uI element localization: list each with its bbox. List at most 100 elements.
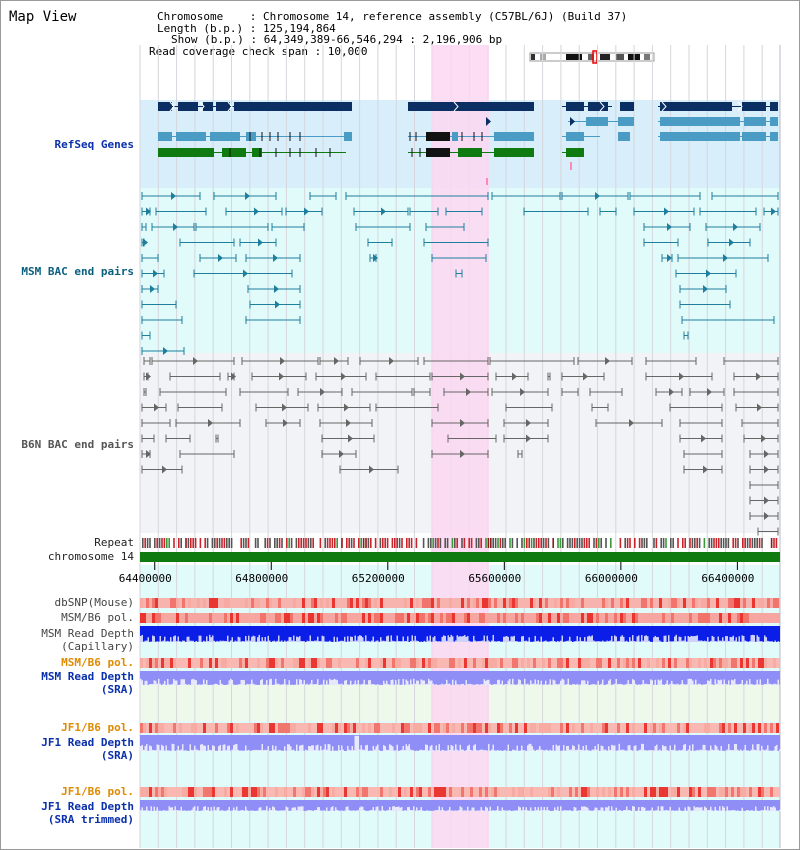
- depth-gap: [710, 640, 712, 642]
- b6n-bac-pair: [141, 450, 151, 458]
- depth-gap: [492, 684, 494, 685]
- track-label-msm-bac[interactable]: MSM BAC end pairs: [21, 265, 134, 278]
- chromosome-14-bar[interactable]: [140, 552, 780, 562]
- depth-gap: [629, 683, 631, 685]
- depth-gap: [767, 640, 769, 642]
- depth-gap: [632, 806, 634, 811]
- heat-cell: [743, 658, 746, 668]
- depth-gap: [194, 806, 196, 811]
- depth-gap: [740, 683, 742, 685]
- selected-region-highlight[interactable]: [431, 45, 489, 848]
- heat-cell: [734, 598, 737, 608]
- strand-arrow: [199, 101, 205, 112]
- track-label-b6n-bac[interactable]: B6N BAC end pairs: [21, 438, 134, 451]
- depth-gap: [515, 750, 517, 751]
- heat-cell: [434, 658, 437, 668]
- track-label-jf1-b6-pol-1[interactable]: JF1/B6 pol.: [61, 721, 134, 734]
- track-label-msm-b6-pol-1[interactable]: MSM/B6 pol.: [61, 611, 134, 624]
- depth-gap: [257, 637, 259, 642]
- depth-gap: [357, 735, 359, 751]
- track-label-msm-read-depth-cap[interactable]: MSM Read Depth (Capillary): [41, 627, 134, 653]
- depth-gap: [308, 641, 310, 642]
- heat-cell: [632, 658, 635, 668]
- repeat-element: [302, 538, 305, 548]
- gene-exon: [742, 102, 766, 111]
- heat-cell: [368, 658, 371, 668]
- b6n-bac-pair: [297, 388, 343, 396]
- heat-tracks[interactable]: [140, 598, 781, 811]
- heat-cell: [626, 787, 629, 797]
- depth-gap: [539, 810, 541, 811]
- depth-gap: [560, 806, 562, 811]
- heat-cell: [275, 658, 278, 668]
- track-label-refseq[interactable]: RefSeq Genes: [54, 138, 134, 151]
- heat-cell: [161, 723, 164, 733]
- repeat-element: [696, 538, 698, 548]
- track-label-msm-read-depth-sra[interactable]: MSM Read Depth (SRA): [41, 670, 134, 696]
- track-label-msm-b6-pol-2[interactable]: MSM/B6 pol.: [61, 656, 134, 669]
- depth-gap: [203, 806, 205, 811]
- depth-gap: [507, 680, 509, 685]
- depth-gap: [206, 810, 208, 811]
- depth-gap: [696, 807, 698, 811]
- depth-gap: [332, 746, 334, 751]
- depth-gap: [519, 750, 521, 751]
- track-label-chromosome[interactable]: chromosome 14: [47, 550, 134, 563]
- heat-cell: [347, 613, 350, 623]
- heat-cell: [419, 723, 422, 733]
- heat-cell: [488, 723, 491, 733]
- depth-gap: [227, 745, 229, 751]
- track-label-jf1-read-depth-trim[interactable]: JF1 Read Depth (SRA trimmed): [41, 800, 134, 826]
- repeat-element: [751, 538, 754, 548]
- depth-gap: [770, 683, 772, 685]
- heat-cell: [596, 658, 599, 668]
- chromosome-ideogram[interactable]: [529, 50, 655, 64]
- heat-cell: [302, 787, 305, 797]
- depth-gap: [459, 636, 461, 642]
- depth-gap: [182, 744, 184, 751]
- heat-cell: [317, 723, 320, 733]
- repeat-element: [264, 538, 266, 548]
- heat-cell: [428, 613, 431, 623]
- heat-cell: [410, 598, 413, 608]
- repeat-element: [643, 538, 646, 548]
- depth-gap: [512, 678, 514, 685]
- msm-bac-pair: [643, 238, 679, 247]
- depth-gap: [219, 640, 221, 642]
- heat-cell: [695, 598, 698, 608]
- depth-gap: [731, 749, 733, 751]
- repeat-element: [665, 538, 667, 548]
- depth-gap: [387, 684, 389, 685]
- gene-exon: [222, 148, 246, 157]
- depth-gap: [671, 750, 673, 751]
- heat-cell: [746, 658, 749, 668]
- repeat-element: [173, 538, 175, 548]
- depth-gap: [561, 678, 563, 685]
- track-label-jf1-read-depth-sra[interactable]: JF1 Read Depth (SRA): [41, 736, 134, 762]
- b6n-bac-end-pairs[interactable]: [141, 357, 779, 536]
- track-label-dbsnp[interactable]: dbSNP(Mouse): [54, 596, 134, 609]
- repeat-element: [530, 538, 533, 548]
- refseq-genes[interactable]: [158, 101, 778, 185]
- depth-gap: [668, 635, 670, 642]
- repeat-track[interactable]: [142, 538, 778, 548]
- b6n-bac-pair: [743, 434, 779, 443]
- depth-gap: [456, 635, 458, 642]
- msm-bac-pair: [245, 316, 301, 324]
- depth-gap: [482, 810, 484, 811]
- track-label-jf1-b6-pol-2[interactable]: JF1/B6 pol.: [61, 785, 134, 798]
- heat-cell: [344, 613, 347, 623]
- track-label-repeat[interactable]: Repeat: [94, 536, 134, 549]
- depth-gap: [455, 680, 457, 685]
- repeat-element: [360, 538, 362, 548]
- depth-gap: [387, 809, 389, 811]
- depth-gap: [507, 810, 509, 811]
- depth-gap: [555, 684, 557, 685]
- depth-gap: [767, 745, 769, 751]
- depth-gap: [761, 641, 763, 642]
- depth-gap: [762, 749, 764, 751]
- depth-gap: [360, 684, 362, 685]
- msm-bac-end-pairs[interactable]: [141, 192, 779, 355]
- repeat-element: [180, 538, 182, 548]
